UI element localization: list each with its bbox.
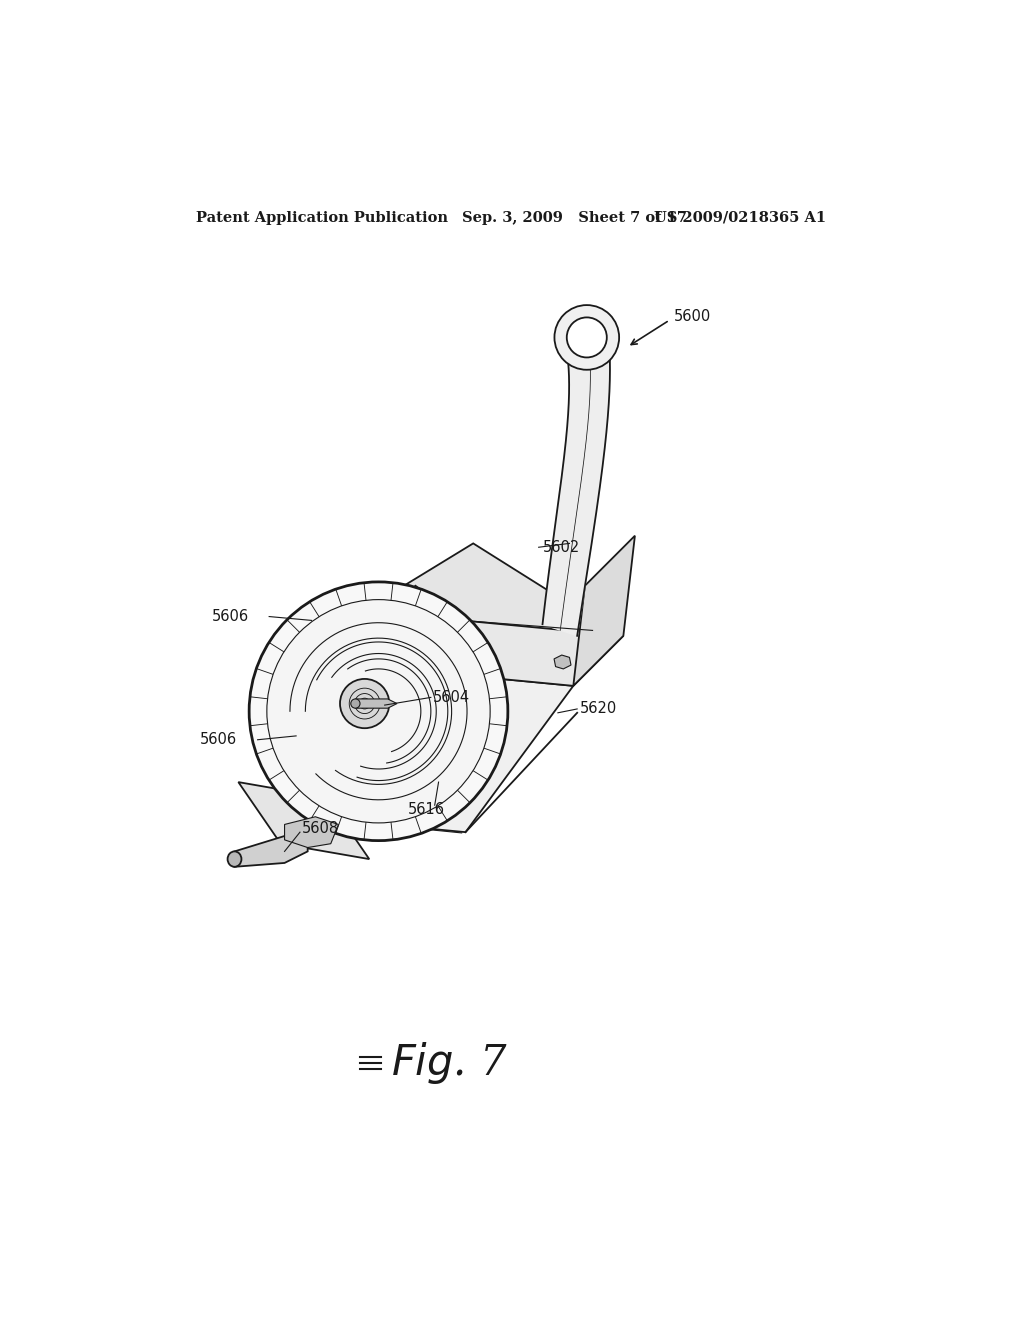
Text: $\mathit{Fig}$. 7: $\mathit{Fig}$. 7 (391, 1040, 508, 1086)
Circle shape (340, 678, 389, 729)
Polygon shape (366, 586, 462, 671)
Polygon shape (304, 671, 573, 832)
Text: 5600: 5600 (674, 309, 711, 323)
Polygon shape (239, 781, 370, 859)
Circle shape (249, 582, 508, 841)
Circle shape (554, 305, 620, 370)
Polygon shape (327, 586, 539, 829)
Polygon shape (285, 817, 339, 847)
Text: 5606: 5606 (200, 733, 237, 747)
Text: 5602: 5602 (543, 540, 580, 554)
Circle shape (267, 599, 490, 822)
Text: Sep. 3, 2009   Sheet 7 of 17: Sep. 3, 2009 Sheet 7 of 17 (462, 211, 687, 224)
Ellipse shape (351, 700, 360, 708)
Polygon shape (355, 700, 397, 708)
Text: 5608: 5608 (301, 821, 339, 836)
Polygon shape (412, 620, 624, 686)
Polygon shape (573, 536, 635, 686)
Text: 5606: 5606 (211, 609, 249, 624)
Text: 5604: 5604 (433, 690, 470, 705)
Ellipse shape (227, 851, 242, 867)
Text: 5616: 5616 (408, 801, 444, 817)
Text: Patent Application Publication: Patent Application Publication (196, 211, 449, 224)
Circle shape (566, 317, 607, 358)
Text: US 2009/0218365 A1: US 2009/0218365 A1 (654, 211, 826, 224)
Polygon shape (403, 544, 608, 671)
Polygon shape (234, 836, 307, 867)
Text: 5620: 5620 (580, 701, 616, 717)
Polygon shape (543, 331, 610, 636)
Polygon shape (554, 655, 571, 669)
